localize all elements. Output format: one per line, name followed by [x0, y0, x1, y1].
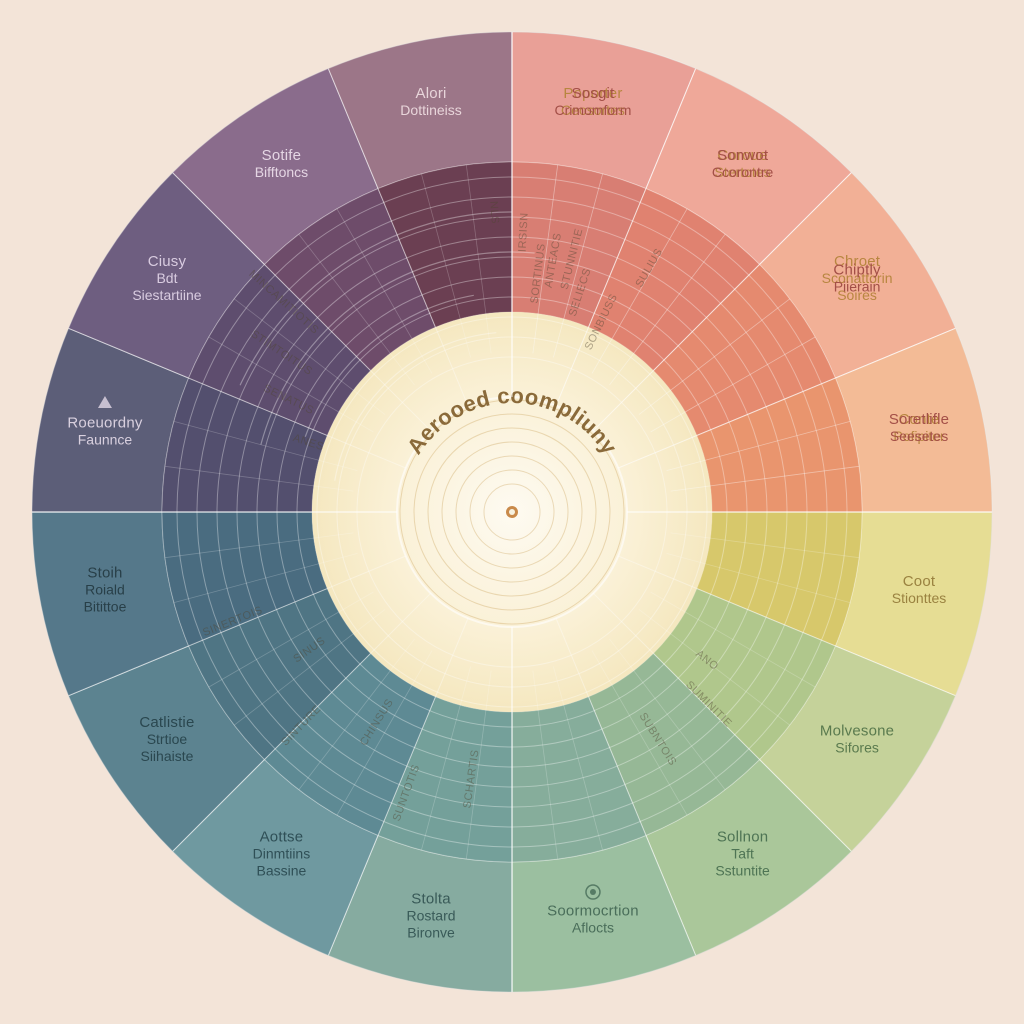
segment-label-line: Bdt [156, 270, 177, 286]
segment-label-18: ChiptlyPiierain [833, 261, 881, 294]
segment-label-17: SonwotCcorontre [712, 147, 774, 180]
segment-label-line: Aflocts [572, 920, 614, 936]
segment-label-line: Coot [903, 573, 936, 590]
segment-label-line: Siestartiine [132, 287, 201, 303]
segment-label-11: StoihRoialdBitittoe [84, 564, 127, 614]
radial-color-wheel-chart: Aerooed coompliunyPoporterCeosortesCorou… [0, 0, 1024, 1024]
segment-label-line: Stolta [411, 891, 451, 908]
segment-label-line: Sifores [835, 740, 879, 756]
segment-label-line: Bitittoe [84, 598, 127, 614]
segment-label-line: Roeuordny [67, 415, 142, 432]
segment-label-line: Siihaiste [140, 748, 193, 764]
segment-label-line: Sonwot [717, 147, 769, 164]
segment-label-line: Bifftoncs [255, 164, 308, 180]
segment-label-line: Seesetes [890, 428, 948, 444]
segment-label-line: Dottineiss [400, 102, 461, 118]
segment-label-line: Sstuntite [715, 863, 770, 879]
segment-label-line: Ccorontre [712, 164, 774, 180]
segment-label-9: AottseDinmtiinsBassine [253, 829, 311, 879]
segment-label-line: Stionttes [892, 590, 946, 606]
inner-radial-label-17: IRSISN [517, 212, 531, 252]
segment-label-line: Faunnce [78, 432, 133, 448]
segment-label-14: SotifeBifftoncs [255, 147, 308, 180]
segment-label-19: SoretlifleSeesetes [889, 411, 949, 444]
segment-label-line: Sotife [262, 147, 302, 164]
segment-label-line: Sosgit [572, 85, 616, 102]
segment-label-8: StoltaRostardBironve [407, 891, 456, 941]
segment-label-10: CatlistieStrtioeSiihaiste [139, 714, 194, 764]
segment-label-line: Stoih [87, 564, 122, 581]
segment-label-line: Piierain [834, 278, 881, 294]
segment-label-line: Sollnon [717, 829, 768, 846]
segment-label-line: Alori [416, 85, 447, 102]
segment-label-line: Dinmtiins [253, 846, 311, 862]
segment-label-line: Ciusy [148, 253, 187, 270]
segment-label-line: Rostard [407, 908, 456, 924]
segment-label-line: Aottse [260, 829, 304, 846]
segment-label-line: Strtioe [147, 731, 188, 747]
segment-label-line: Bassine [257, 863, 307, 879]
inner-radial-label-16: NLS [487, 201, 501, 225]
segment-label-line: Catlistie [139, 714, 194, 731]
segment-label-line: Crimomform [554, 102, 631, 118]
segment-label-line: Bironve [407, 925, 455, 941]
segment-label-line: Chiptly [833, 261, 881, 278]
segment-label-line: Molvesone [820, 723, 894, 740]
segment-label-line: Roiald [85, 581, 125, 597]
segment-label-line: Soretlifle [889, 411, 949, 428]
segment-label-line: Taft [731, 846, 754, 862]
segment-label-line: Soormocrtion [547, 903, 639, 920]
